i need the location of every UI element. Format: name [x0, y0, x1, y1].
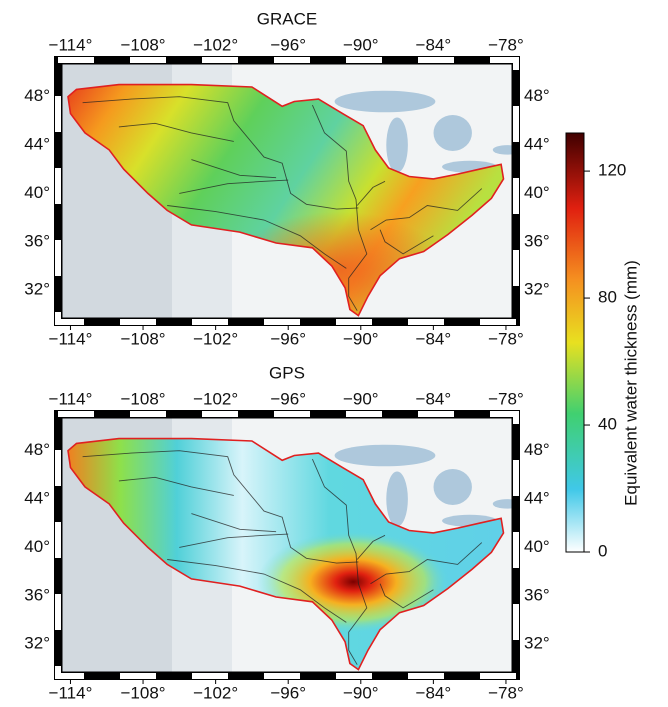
lat-tick-label: 48°	[524, 86, 550, 105]
river	[370, 188, 483, 231]
lat-tick-label: 36°	[24, 231, 50, 250]
lon-tick-label: −114°	[49, 329, 93, 348]
river	[311, 104, 368, 311]
river	[356, 180, 386, 206]
colorbar-label: Equivalent water thickness (mm)	[621, 260, 640, 506]
map-area	[62, 64, 512, 318]
colorbar-tick-label: 120	[598, 161, 626, 180]
colorbar-tick-label: 40	[598, 415, 617, 434]
lon-tick-label: −90°	[343, 329, 379, 348]
river	[191, 159, 277, 179]
river	[179, 533, 289, 548]
lon-tick-label: −90°	[343, 389, 379, 408]
basin-anomaly	[68, 438, 504, 670]
lat-tick-label: 40°	[24, 183, 50, 202]
river	[379, 229, 434, 255]
lat-tick-label: 44°	[524, 135, 550, 154]
lake	[334, 90, 436, 113]
lon-tick-label: −108°	[121, 329, 166, 348]
frame-inner	[61, 417, 513, 673]
lon-tick-label: −90°	[343, 35, 379, 54]
lon-tick-label: −78°	[488, 329, 524, 348]
river	[379, 583, 434, 609]
lon-tick-label: −90°	[343, 683, 379, 702]
lat-tick-label: 48°	[524, 440, 550, 459]
colorbar-tick-label: 0	[598, 541, 607, 560]
lat-tick-label: 36°	[524, 585, 550, 604]
lat-tick-label: 48°	[24, 440, 50, 459]
lon-tick-label: −102°	[193, 683, 238, 702]
lat-tick-label: 48°	[24, 86, 50, 105]
lake	[386, 117, 408, 173]
lon-tick-label: −102°	[193, 389, 238, 408]
river	[167, 559, 347, 623]
lat-tick-label: 32°	[24, 634, 50, 653]
lon-tick-label: −96°	[270, 683, 306, 702]
lat-tick-label: 36°	[524, 231, 550, 250]
frame-stripes	[55, 411, 519, 679]
lon-tick-label: −96°	[270, 329, 306, 348]
lat-tick-label: 32°	[524, 280, 550, 299]
map-area	[62, 418, 512, 672]
lon-tick-label: −84°	[416, 329, 452, 348]
river	[356, 534, 386, 560]
lat-tick-label: 44°	[24, 135, 50, 154]
lake	[433, 468, 472, 505]
lake	[492, 145, 512, 155]
lon-tick-label: −96°	[270, 389, 306, 408]
lon-tick-label: −78°	[488, 35, 524, 54]
lake	[433, 114, 472, 151]
basin-outline	[67, 437, 505, 671]
river	[179, 179, 289, 194]
river	[311, 458, 368, 665]
panel-title: GRACE	[257, 9, 317, 28]
map-panel: GPS −114° −114° −108° −108° −102° −102° −96° −96…	[24, 363, 549, 702]
frame-inner	[61, 63, 513, 319]
lon-tick-label: −102°	[193, 329, 238, 348]
lake	[334, 444, 436, 467]
lon-tick-label: −114°	[49, 35, 93, 54]
lon-tick-label: −102°	[193, 35, 238, 54]
lake	[492, 499, 512, 509]
river	[82, 96, 359, 210]
frame-stripes	[55, 57, 519, 325]
lat-tick-label: 44°	[524, 489, 550, 508]
lat-tick-label: 40°	[524, 183, 550, 202]
river	[118, 476, 234, 496]
lat-tick-label: 44°	[24, 489, 50, 508]
map-panel: GRACE −114° −114° −108° −108° −102° −102° −96° −…	[24, 9, 549, 348]
lon-tick-label: −108°	[121, 389, 166, 408]
lat-tick-label: 32°	[524, 634, 550, 653]
lon-tick-label: −84°	[416, 389, 452, 408]
lon-tick-label: −114°	[49, 683, 93, 702]
lon-tick-label: −114°	[49, 389, 93, 408]
lon-tick-label: −78°	[488, 389, 524, 408]
river	[167, 205, 347, 269]
lat-tick-label: 40°	[24, 537, 50, 556]
colorbar-tick-label: 80	[598, 288, 617, 307]
lon-tick-label: −108°	[121, 35, 166, 54]
lat-tick-label: 32°	[24, 280, 50, 299]
basin-anomaly	[68, 84, 504, 316]
river	[118, 122, 234, 142]
lon-tick-label: −108°	[121, 683, 166, 702]
lat-tick-label: 40°	[524, 537, 550, 556]
lon-tick-label: −96°	[270, 35, 306, 54]
lon-tick-label: −78°	[488, 683, 524, 702]
lake	[386, 471, 408, 527]
river	[370, 542, 483, 585]
river	[82, 450, 359, 564]
river	[191, 513, 277, 533]
lon-tick-label: −84°	[416, 35, 452, 54]
basin-outline	[67, 83, 505, 317]
colorbar	[565, 132, 585, 553]
lat-tick-label: 36°	[24, 585, 50, 604]
lon-tick-label: −84°	[416, 683, 452, 702]
panel-title: GPS	[269, 363, 305, 382]
